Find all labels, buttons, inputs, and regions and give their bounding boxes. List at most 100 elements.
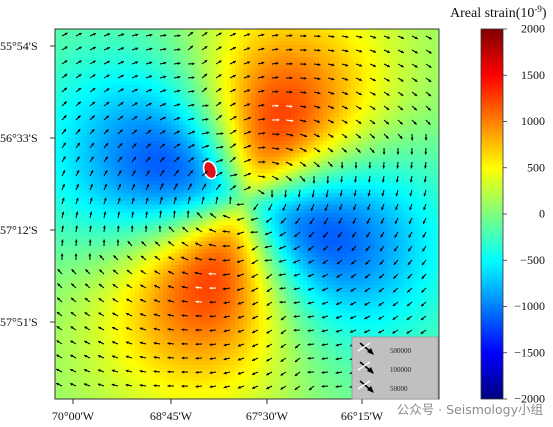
- displacement-arrow: [117, 142, 123, 149]
- displacement-arrow: [181, 328, 189, 332]
- displacement-arrow: [350, 259, 357, 265]
- displacement-arrow: [236, 245, 245, 249]
- displacement-arrow: [237, 315, 245, 319]
- displacement-arrow: [173, 89, 181, 93]
- displacement-arrow: [145, 102, 153, 107]
- displacement-arrow: [196, 212, 203, 219]
- displacement-arrow: [116, 225, 120, 233]
- displacement-arrow: [294, 385, 301, 391]
- displacement-arrow: [186, 210, 190, 219]
- displacement-arrow: [173, 117, 181, 121]
- displacement-arrow: [215, 171, 223, 177]
- displacement-arrow: [382, 147, 386, 155]
- displacement-arrow: [280, 385, 287, 390]
- displacement-arrow: [201, 196, 205, 205]
- displacement-arrow: [236, 287, 245, 291]
- displacement-arrow: [279, 286, 287, 290]
- displacement-arrow: [243, 89, 251, 93]
- displacement-arrow: [181, 285, 189, 289]
- displacement-arrow: [237, 385, 245, 389]
- displacement-arrow: [89, 46, 97, 51]
- displacement-arrow: [257, 160, 266, 164]
- displacement-arrow: [293, 287, 301, 291]
- displacement-arrow: [173, 48, 181, 52]
- displacement-arrow: [420, 329, 427, 335]
- displacement-arrow: [187, 157, 195, 163]
- latitude-label: 57°51'S: [0, 315, 38, 329]
- displacement-arrow: [424, 147, 428, 155]
- displacement-arrow: [117, 197, 121, 205]
- displacement-arrow: [299, 161, 307, 167]
- displacement-arrow: [154, 255, 161, 261]
- displacement-arrow: [173, 169, 180, 177]
- displacement-arrow: [209, 212, 217, 219]
- displacement-arrow: [97, 369, 105, 373]
- displacement-arrow: [209, 343, 217, 346]
- displacement-arrow: [131, 170, 136, 177]
- displacement-arrow: [271, 47, 279, 51]
- displacement-arrow: [173, 156, 180, 163]
- displacement-arrow: [271, 147, 280, 151]
- displacement-arrow: [307, 342, 315, 346]
- displacement-arrow: [168, 226, 175, 233]
- displacement-arrow: [257, 103, 265, 107]
- displacement-arrow: [350, 301, 357, 306]
- displacement-arrow: [310, 203, 315, 212]
- displacement-arrow: [237, 301, 245, 305]
- displacement-arrow: [209, 329, 217, 332]
- longitude-label: 68°45'W: [150, 409, 193, 423]
- displacement-arrow: [257, 61, 265, 65]
- displacement-arrow: [354, 161, 358, 169]
- displacement-arrow: [112, 312, 119, 317]
- displacement-arrow: [335, 301, 343, 306]
- displacement-arrow: [201, 45, 208, 51]
- displacement-arrow: [117, 60, 125, 65]
- displacement-arrow: [392, 329, 399, 334]
- displacement-arrow: [257, 131, 266, 135]
- displacement-arrow: [313, 119, 321, 123]
- displacement-arrow: [341, 63, 349, 67]
- displacement-arrow: [397, 63, 404, 68]
- displacement-arrow: [103, 88, 110, 93]
- displacement-arrow: [411, 63, 418, 68]
- displacement-arrow: [257, 146, 266, 149]
- displacement-arrow: [98, 297, 105, 303]
- displacement-arrow: [75, 225, 78, 233]
- displacement-arrow: [257, 33, 265, 37]
- displacement-arrow: [140, 284, 147, 289]
- displacement-arrow: [341, 91, 349, 95]
- displacement-arrow: [131, 129, 138, 135]
- displacement-arrow: [83, 354, 91, 359]
- displacement-arrow: [131, 211, 135, 219]
- displacement-arrow: [173, 103, 181, 107]
- displacement-arrow: [421, 287, 427, 293]
- displacement-arrow: [57, 283, 63, 289]
- displacement-arrow: [195, 370, 203, 374]
- displacement-arrow: [278, 245, 287, 250]
- displacement-arrow: [111, 326, 119, 331]
- displacement-arrow: [313, 77, 321, 81]
- displacement-arrow: [61, 87, 68, 93]
- displacement-arrow: [209, 314, 217, 318]
- displacement-arrow: [229, 88, 237, 93]
- displacement-arrow: [293, 328, 301, 332]
- displacement-arrow: [111, 383, 119, 387]
- displacement-arrow: [335, 371, 343, 375]
- displacement-arrow: [145, 129, 152, 135]
- legend-arrow: [357, 342, 374, 355]
- displacement-arrow: [309, 217, 315, 225]
- displacement-arrow: [355, 147, 361, 153]
- displacement-arrow: [421, 259, 427, 266]
- displacement-arrow: [181, 342, 189, 346]
- displacement-arrow: [264, 258, 273, 262]
- displacement-arrow: [140, 269, 147, 275]
- displacement-arrow: [293, 273, 301, 277]
- displacement-arrow: [266, 287, 273, 293]
- displacement-arrow: [299, 91, 307, 94]
- displacement-arrow: [341, 147, 348, 153]
- displacement-arrow: [425, 105, 432, 111]
- displacement-arrow: [243, 116, 252, 121]
- displacement-vectors: [55, 31, 432, 391]
- displacement-arrow: [425, 119, 431, 126]
- displacement-arrow: [257, 89, 265, 93]
